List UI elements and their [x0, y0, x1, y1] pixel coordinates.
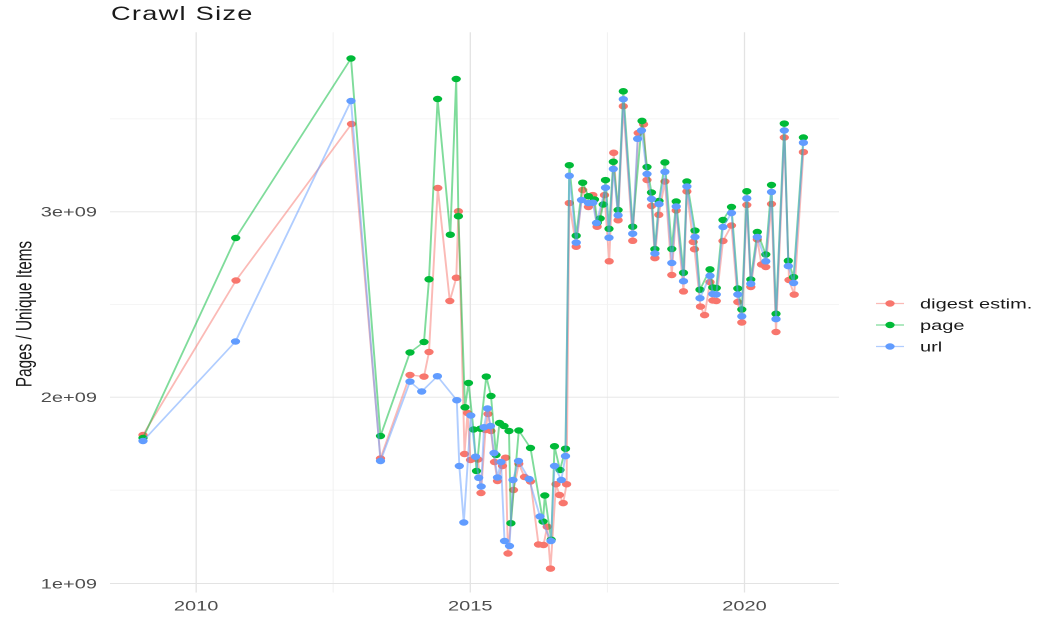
svg-text:url: url — [920, 339, 942, 355]
svg-text:1e+09: 1e+09 — [41, 575, 97, 591]
svg-text:2015: 2015 — [448, 598, 493, 614]
svg-text:Crawl Size: Crawl Size — [111, 3, 254, 24]
svg-text:digest estim.: digest estim. — [920, 296, 1032, 312]
svg-text:Pages / Unique Items: Pages / Unique Items — [12, 241, 36, 387]
svg-text:3e+09: 3e+09 — [41, 204, 97, 220]
svg-text:2020: 2020 — [722, 598, 767, 614]
svg-text:2e+09: 2e+09 — [41, 389, 97, 405]
svg-text:page: page — [920, 317, 965, 333]
svg-text:2010: 2010 — [174, 598, 219, 614]
